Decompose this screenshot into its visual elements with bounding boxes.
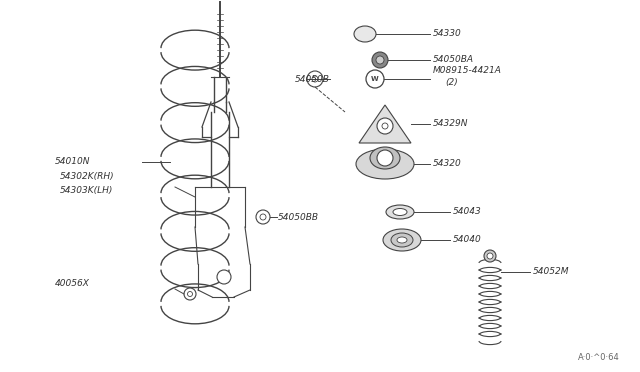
Text: 54043: 54043: [453, 208, 482, 217]
Text: 40056X: 40056X: [55, 279, 90, 289]
Text: 54052M: 54052M: [533, 267, 570, 276]
Circle shape: [312, 76, 318, 82]
Text: 54320: 54320: [433, 160, 461, 169]
Text: M08915-4421A: M08915-4421A: [433, 66, 502, 75]
Text: W: W: [371, 76, 379, 82]
Circle shape: [372, 52, 388, 68]
Ellipse shape: [393, 208, 407, 215]
Ellipse shape: [391, 233, 413, 247]
Circle shape: [184, 288, 196, 300]
Text: 54303K(LH): 54303K(LH): [60, 186, 113, 195]
Ellipse shape: [354, 26, 376, 42]
Ellipse shape: [397, 237, 407, 243]
Circle shape: [366, 70, 384, 88]
Text: 54050BA: 54050BA: [433, 55, 474, 64]
Circle shape: [217, 270, 231, 284]
Text: 54329N: 54329N: [433, 119, 468, 128]
Ellipse shape: [370, 147, 400, 169]
Circle shape: [256, 210, 270, 224]
Text: 54050B: 54050B: [295, 74, 330, 83]
Circle shape: [188, 292, 193, 296]
Text: 54010N: 54010N: [55, 157, 90, 167]
Text: 54302K(RH): 54302K(RH): [60, 173, 115, 182]
Ellipse shape: [383, 229, 421, 251]
Polygon shape: [359, 105, 411, 143]
Circle shape: [307, 71, 323, 87]
Text: A·0·^0·64: A·0·^0·64: [579, 353, 620, 362]
Circle shape: [487, 253, 493, 259]
Circle shape: [382, 123, 388, 129]
Text: 54050BB: 54050BB: [278, 212, 319, 221]
Text: 54040: 54040: [453, 235, 482, 244]
Circle shape: [377, 118, 393, 134]
Circle shape: [376, 56, 384, 64]
Circle shape: [260, 214, 266, 220]
Circle shape: [484, 250, 496, 262]
Circle shape: [377, 150, 393, 166]
Ellipse shape: [386, 205, 414, 219]
Text: 54330: 54330: [433, 29, 461, 38]
Text: (2): (2): [445, 78, 458, 87]
Ellipse shape: [356, 149, 414, 179]
